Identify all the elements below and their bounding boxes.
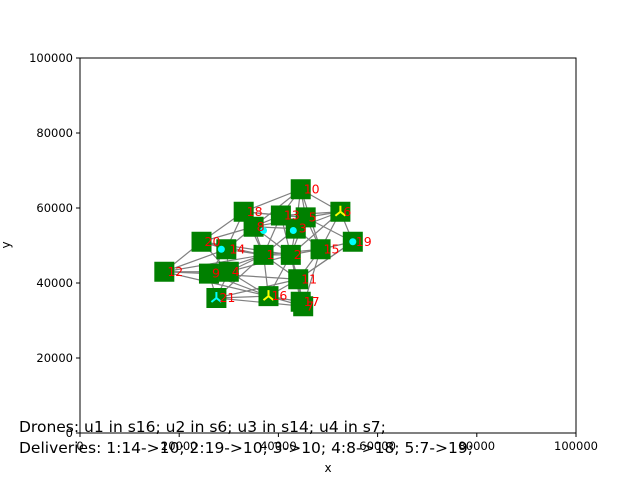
- x-axis-ticks: 0 20000 40000 60000 80000 100000: [76, 433, 598, 453]
- station-marker-15: [310, 239, 331, 260]
- drone-marker-u1: [262, 290, 275, 301]
- x-tick-label-100000: 100000: [554, 439, 598, 453]
- station-label-15: 15: [324, 241, 340, 256]
- y-tick-label-60000: 60000: [36, 201, 73, 215]
- station-marker-4: [218, 261, 239, 282]
- station-label-5: 5: [309, 209, 317, 224]
- station-marker-9: [198, 263, 219, 284]
- drone-arm-u2-2: [334, 210, 342, 217]
- station-marker-20: [191, 231, 212, 252]
- station-label-19: 19: [356, 234, 372, 249]
- x-tick-label-60000: 60000: [359, 439, 396, 453]
- drone-arm-u1-2: [262, 295, 270, 301]
- edge-12-14: [164, 248, 227, 273]
- y-axis-label: y: [0, 241, 13, 248]
- station-marker-13: [270, 205, 291, 226]
- drone-marker-u4: [210, 292, 223, 303]
- x-axis-label: x: [324, 461, 331, 475]
- edge-12-16: [164, 271, 269, 297]
- x-tick-label-40000: 40000: [260, 439, 297, 453]
- drone-marker-c1: [260, 227, 268, 234]
- drone-marker-u2: [334, 205, 347, 217]
- station-label-4: 4: [232, 264, 240, 279]
- y-tick-label-40000: 40000: [36, 276, 73, 290]
- drone-arm-u2-1: [339, 210, 347, 217]
- x-tick-label-0: 0: [76, 439, 83, 453]
- station-marker-11: [288, 269, 309, 290]
- station-label-10: 10: [304, 181, 320, 196]
- station-marker-2: [280, 244, 301, 265]
- y-axis-ticks: 0 20000 40000 60000 80000 100000: [29, 51, 80, 440]
- drone-marker-c2: [289, 227, 297, 234]
- station-marker-17: [290, 291, 311, 312]
- plot-frame: [79, 57, 577, 434]
- station-label-13: 13: [284, 208, 300, 223]
- station-label-9: 9: [212, 266, 220, 281]
- drone-arm-u1-1: [267, 295, 275, 301]
- drone-marker-c3: [349, 238, 357, 246]
- drones-status-caption: Drones: u1 in s16; u2 in s6; u3 in s14; …: [19, 418, 386, 436]
- station-label-11: 11: [301, 271, 317, 286]
- y-tick-label-80000: 80000: [36, 126, 73, 140]
- station-label-7: 7: [306, 298, 314, 313]
- stations-layer: [154, 179, 363, 317]
- station-marker-1: [253, 244, 274, 265]
- station-label-17: 17: [304, 294, 320, 309]
- station-marker-5: [295, 207, 316, 228]
- station-label-21: 21: [219, 290, 235, 305]
- station-label-6: 6: [343, 204, 351, 219]
- station-label-1: 1: [267, 247, 275, 262]
- edge-12-1: [164, 254, 264, 273]
- station-label-18: 18: [247, 204, 263, 219]
- x-tick-label-20000: 20000: [161, 439, 198, 453]
- station-label-2: 2: [294, 247, 302, 262]
- station-label-20: 20: [205, 234, 221, 249]
- y-tick-label-100000: 100000: [29, 51, 73, 65]
- station-label-12: 12: [167, 264, 183, 279]
- station-marker-10: [290, 179, 311, 200]
- drone-marker-u3: [217, 245, 225, 253]
- station-marker-18: [233, 201, 254, 222]
- y-tick-label-0: 0: [66, 426, 73, 440]
- drone-arm-u4-1: [215, 297, 223, 303]
- station-label-8: 8: [257, 219, 265, 234]
- drone-arm-u4-2: [210, 297, 218, 303]
- station-label-3: 3: [299, 221, 307, 236]
- station-marker-12: [154, 261, 175, 282]
- station-label-14: 14: [229, 241, 245, 256]
- x-tick-label-80000: 80000: [459, 439, 496, 453]
- y-tick-label-20000: 20000: [36, 351, 73, 365]
- deliveries-caption: Deliveries: 1:14->10; 2:19->10; 3->10; 4…: [19, 439, 473, 457]
- station-marker-14: [216, 239, 237, 260]
- station-label-16: 16: [271, 288, 287, 303]
- drones-layer: [210, 205, 357, 303]
